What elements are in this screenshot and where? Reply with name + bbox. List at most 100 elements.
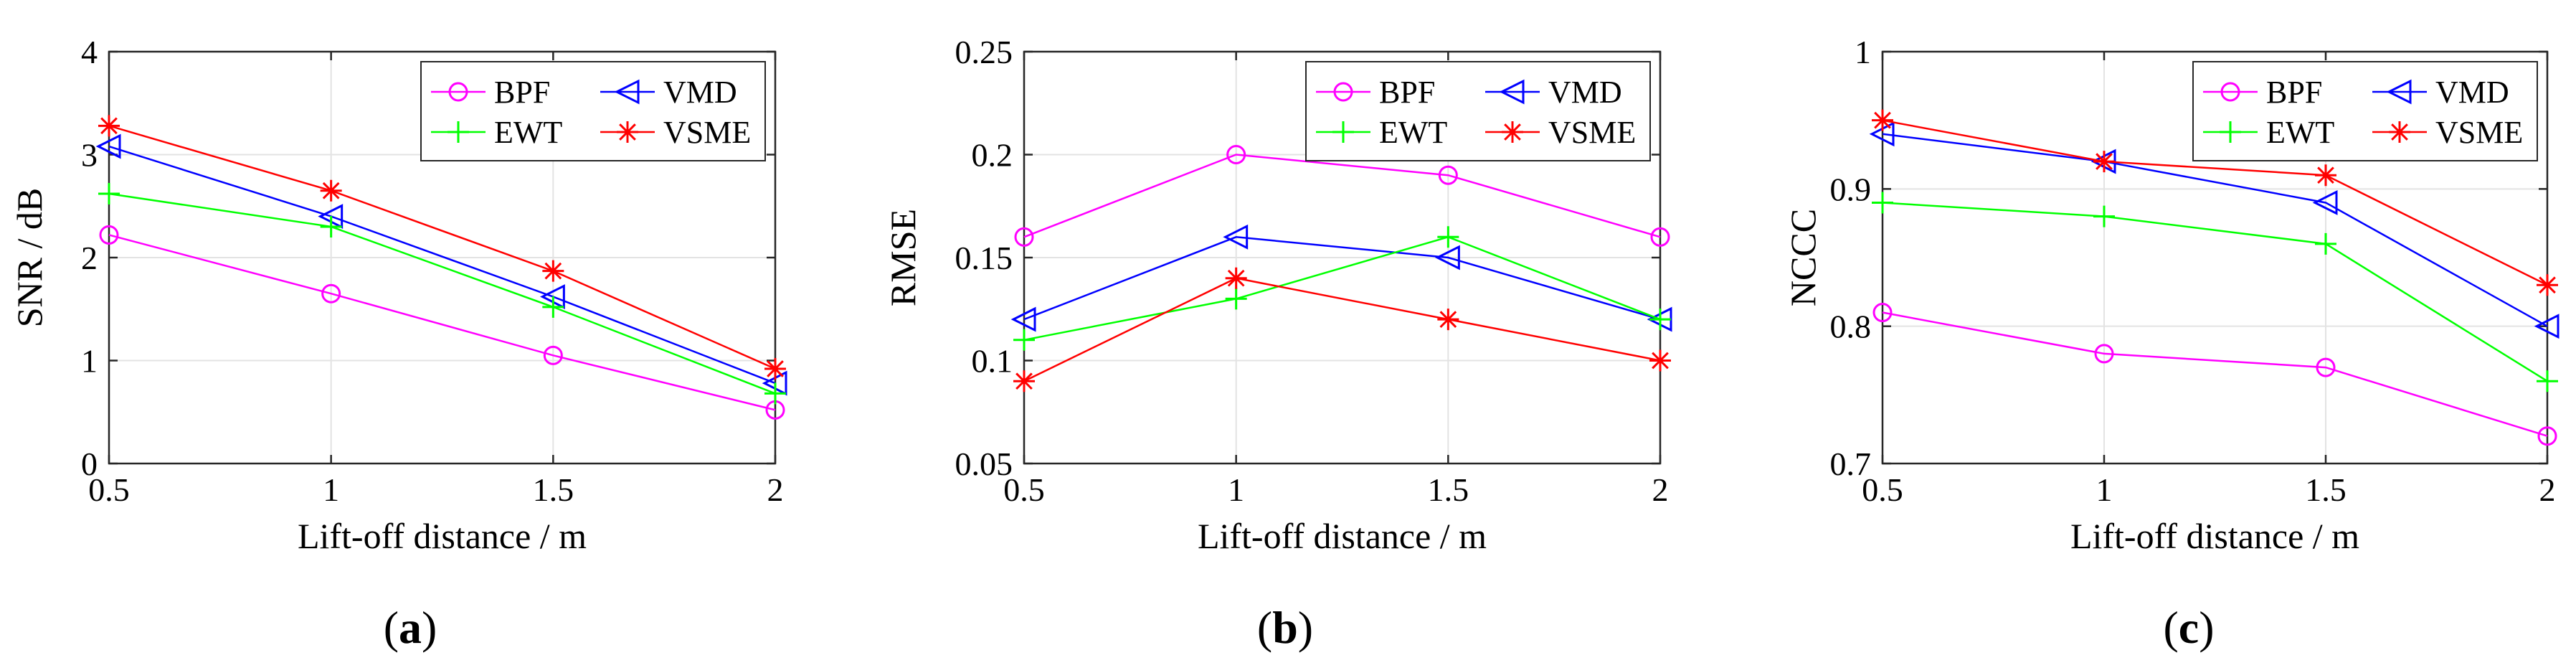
x-tick-label: 0.5 bbox=[88, 471, 130, 508]
y-tick-label: 2 bbox=[81, 240, 98, 276]
legend-marker-bpf bbox=[448, 82, 468, 102]
series-line-ewt bbox=[1882, 202, 2548, 382]
series-line-vsme bbox=[108, 125, 776, 370]
y-tick-label: 0.7 bbox=[1830, 446, 1872, 482]
data-point-vsme bbox=[2537, 274, 2558, 296]
panel-label: (b) bbox=[1257, 602, 1313, 653]
y-tick-label: 0.15 bbox=[955, 240, 1013, 276]
legend: BPF VMD EWT VSME bbox=[1305, 61, 1651, 161]
legend-label-bpf: BPF bbox=[2266, 75, 2322, 110]
series-line-bpf bbox=[1882, 311, 2548, 437]
data-point-ewt bbox=[764, 382, 786, 405]
legend-marker-ewt bbox=[2220, 121, 2241, 143]
legend-box bbox=[420, 61, 766, 161]
data-point-vsme bbox=[1872, 109, 1893, 131]
data-point-vmd bbox=[95, 133, 121, 159]
data-point-ewt bbox=[1872, 192, 1893, 214]
series-line-vmd bbox=[1882, 133, 2548, 327]
data-point-vsme bbox=[1437, 309, 1459, 331]
legend-label-ewt: EWT bbox=[494, 115, 562, 150]
data-point-vsme bbox=[1225, 267, 1247, 289]
data-point-vmd bbox=[2534, 314, 2560, 339]
legend-label-vmd: VMD bbox=[1548, 75, 1622, 110]
y-tick-label: 0.05 bbox=[955, 446, 1013, 482]
data-point-vmd bbox=[1010, 306, 1036, 332]
data-point-vmd bbox=[1434, 245, 1460, 271]
data-point-vmd bbox=[1223, 224, 1249, 250]
legend-marker-bpf bbox=[2220, 82, 2240, 102]
data-point-vsme bbox=[1013, 370, 1035, 392]
y-tick-label: 3 bbox=[81, 137, 98, 174]
data-point-ewt bbox=[542, 296, 564, 318]
y-tick-label: 0.1 bbox=[972, 343, 1013, 380]
y-tick-label: 0.25 bbox=[955, 34, 1013, 70]
legend-marker-vsme bbox=[617, 121, 638, 143]
legend-label-vsme: VSME bbox=[2435, 115, 2523, 150]
data-point-ewt bbox=[320, 215, 342, 237]
legend-marker-vsme bbox=[2389, 121, 2410, 143]
legend-marker-bpf bbox=[1333, 82, 1353, 102]
data-point-bpf bbox=[1226, 145, 1246, 164]
series-line-ewt bbox=[1023, 235, 1661, 342]
y-axis-label: SNR / dB bbox=[9, 188, 49, 328]
legend-label-vsme: VSME bbox=[1548, 115, 1636, 150]
x-tick-label: 2 bbox=[1652, 471, 1669, 508]
data-point-bpf bbox=[1650, 227, 1670, 247]
x-tick-label: 1.5 bbox=[2305, 471, 2347, 508]
legend-marker-ewt bbox=[1332, 121, 1354, 143]
data-point-ewt bbox=[2315, 232, 2336, 255]
legend-marker-vmd bbox=[614, 79, 640, 105]
data-point-bpf bbox=[2537, 426, 2557, 446]
x-axis-label: Lift-off distance / m bbox=[1198, 516, 1487, 556]
data-point-vsme bbox=[98, 115, 120, 137]
chart-panel-a: 0.5 1 1.5 2 0 1 2 3 4 Lift-off distance / m SNR / … bbox=[9, 34, 787, 653]
data-point-vsme bbox=[2315, 164, 2336, 187]
data-point-ewt bbox=[1225, 288, 1247, 310]
legend-marker-vsme bbox=[1502, 121, 1523, 143]
x-tick-label: 1 bbox=[2096, 471, 2113, 508]
data-point-vsme bbox=[1649, 349, 1671, 372]
y-tick-label: 1 bbox=[81, 343, 98, 380]
x-axis-label: Lift-off distance / m bbox=[2070, 516, 2359, 556]
data-point-ewt bbox=[2093, 205, 2115, 227]
data-point-ewt bbox=[1013, 329, 1035, 351]
data-point-vmd bbox=[2312, 190, 2338, 215]
legend-box bbox=[2192, 61, 2538, 161]
series-line-ewt bbox=[108, 192, 776, 395]
panel-label-letter: b bbox=[1272, 602, 1298, 653]
data-point-ewt bbox=[98, 183, 120, 205]
x-tick-label: 2 bbox=[2539, 471, 2556, 508]
y-tick-label: 4 bbox=[81, 34, 98, 70]
x-tick-label: 0.5 bbox=[1862, 471, 1903, 508]
legend-label-ewt: EWT bbox=[2266, 115, 2334, 150]
y-axis-label: RMSE bbox=[883, 209, 923, 306]
data-point-ewt bbox=[1649, 309, 1671, 331]
legend-box bbox=[1305, 61, 1651, 161]
legend-label-bpf: BPF bbox=[494, 75, 550, 110]
data-point-bpf bbox=[1014, 227, 1034, 247]
y-tick-label: 0.8 bbox=[1830, 309, 1872, 345]
y-tick-label: 0 bbox=[81, 446, 98, 482]
panel-label: (c) bbox=[2163, 602, 2214, 653]
axes-box bbox=[1881, 50, 2549, 465]
legend-label-bpf: BPF bbox=[1379, 75, 1435, 110]
legend: BPF VMD EWT VSME bbox=[2192, 61, 2538, 161]
y-tick-label: 0.2 bbox=[972, 137, 1013, 174]
y-axis-label: NCCC bbox=[1783, 209, 1823, 306]
x-tick-label: 1.5 bbox=[1428, 471, 1469, 508]
series-line-vmd bbox=[108, 145, 776, 385]
y-tick-label: 1 bbox=[1855, 34, 1871, 70]
legend-label-vmd: VMD bbox=[663, 75, 737, 110]
data-point-ewt bbox=[2537, 370, 2558, 392]
series-line-vmd bbox=[1023, 236, 1661, 321]
legend: BPF VMD EWT VSME bbox=[420, 61, 766, 161]
data-point-bpf bbox=[99, 225, 119, 245]
series-line-bpf bbox=[1023, 154, 1661, 238]
data-point-vsme bbox=[320, 179, 342, 202]
data-point-bpf bbox=[1438, 165, 1458, 185]
chart-panel-c: 0.5 1 1.5 2 0.7 0.8 0.9 1 Lift-off distance / m N… bbox=[1783, 34, 2560, 653]
x-tick-label: 2 bbox=[767, 471, 784, 508]
x-tick-label: 1 bbox=[1228, 471, 1244, 508]
legend-marker-vmd bbox=[2386, 79, 2412, 105]
